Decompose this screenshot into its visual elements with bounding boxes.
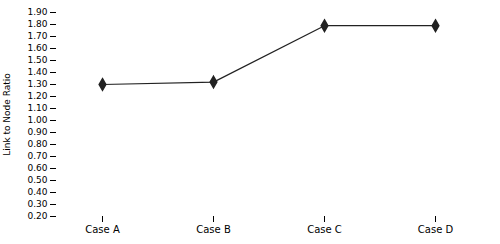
svg-text:1.70: 1.70 <box>27 31 47 41</box>
svg-text:0.60: 0.60 <box>27 163 47 173</box>
svg-text:0.40: 0.40 <box>27 187 47 197</box>
svg-text:1.30: 1.30 <box>27 79 47 89</box>
svg-text:0.30: 0.30 <box>27 199 47 209</box>
svg-text:1.40: 1.40 <box>27 67 47 77</box>
svg-text:Case D: Case D <box>418 224 454 235</box>
svg-text:Link to Node Ratio: Link to Node Ratio <box>2 73 12 156</box>
svg-text:0.50: 0.50 <box>27 175 47 185</box>
svg-text:Case B: Case B <box>196 224 231 235</box>
svg-text:0.80: 0.80 <box>27 139 47 149</box>
svg-text:1.60: 1.60 <box>27 43 47 53</box>
svg-text:1.20: 1.20 <box>27 91 47 101</box>
svg-text:1.10: 1.10 <box>27 103 47 113</box>
svg-text:0.20: 0.20 <box>27 211 47 221</box>
svg-text:0.90: 0.90 <box>27 127 47 137</box>
svg-text:1.00: 1.00 <box>27 115 47 125</box>
svg-text:Case A: Case A <box>85 224 120 235</box>
svg-text:1.50: 1.50 <box>27 55 47 65</box>
svg-text:1.90: 1.90 <box>27 7 47 17</box>
svg-text:0.70: 0.70 <box>27 151 47 161</box>
svg-text:Case C: Case C <box>307 224 342 235</box>
svg-text:1.80: 1.80 <box>27 19 47 29</box>
